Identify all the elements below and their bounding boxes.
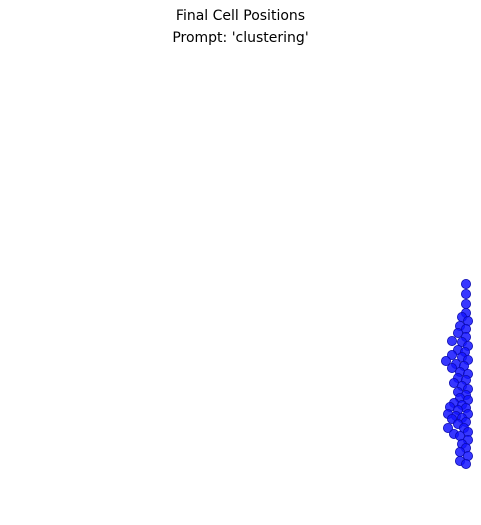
cell-point-19 <box>440 355 451 366</box>
cell-point-46 <box>442 422 453 433</box>
chart-title-line-2: Prompt: 'clustering' <box>172 30 308 46</box>
cell-point-11 <box>446 335 457 346</box>
cell-point-16 <box>446 349 457 360</box>
cell-point-22 <box>446 362 457 373</box>
scatter-points <box>440 278 473 469</box>
cell-point-9 <box>452 327 463 338</box>
chart-title-line-1: Final Cell Positions <box>176 8 305 24</box>
cell-point-3 <box>460 298 471 309</box>
cell-point-1 <box>460 278 471 289</box>
cell-point-2 <box>460 288 471 299</box>
cell-point-57 <box>460 458 471 469</box>
